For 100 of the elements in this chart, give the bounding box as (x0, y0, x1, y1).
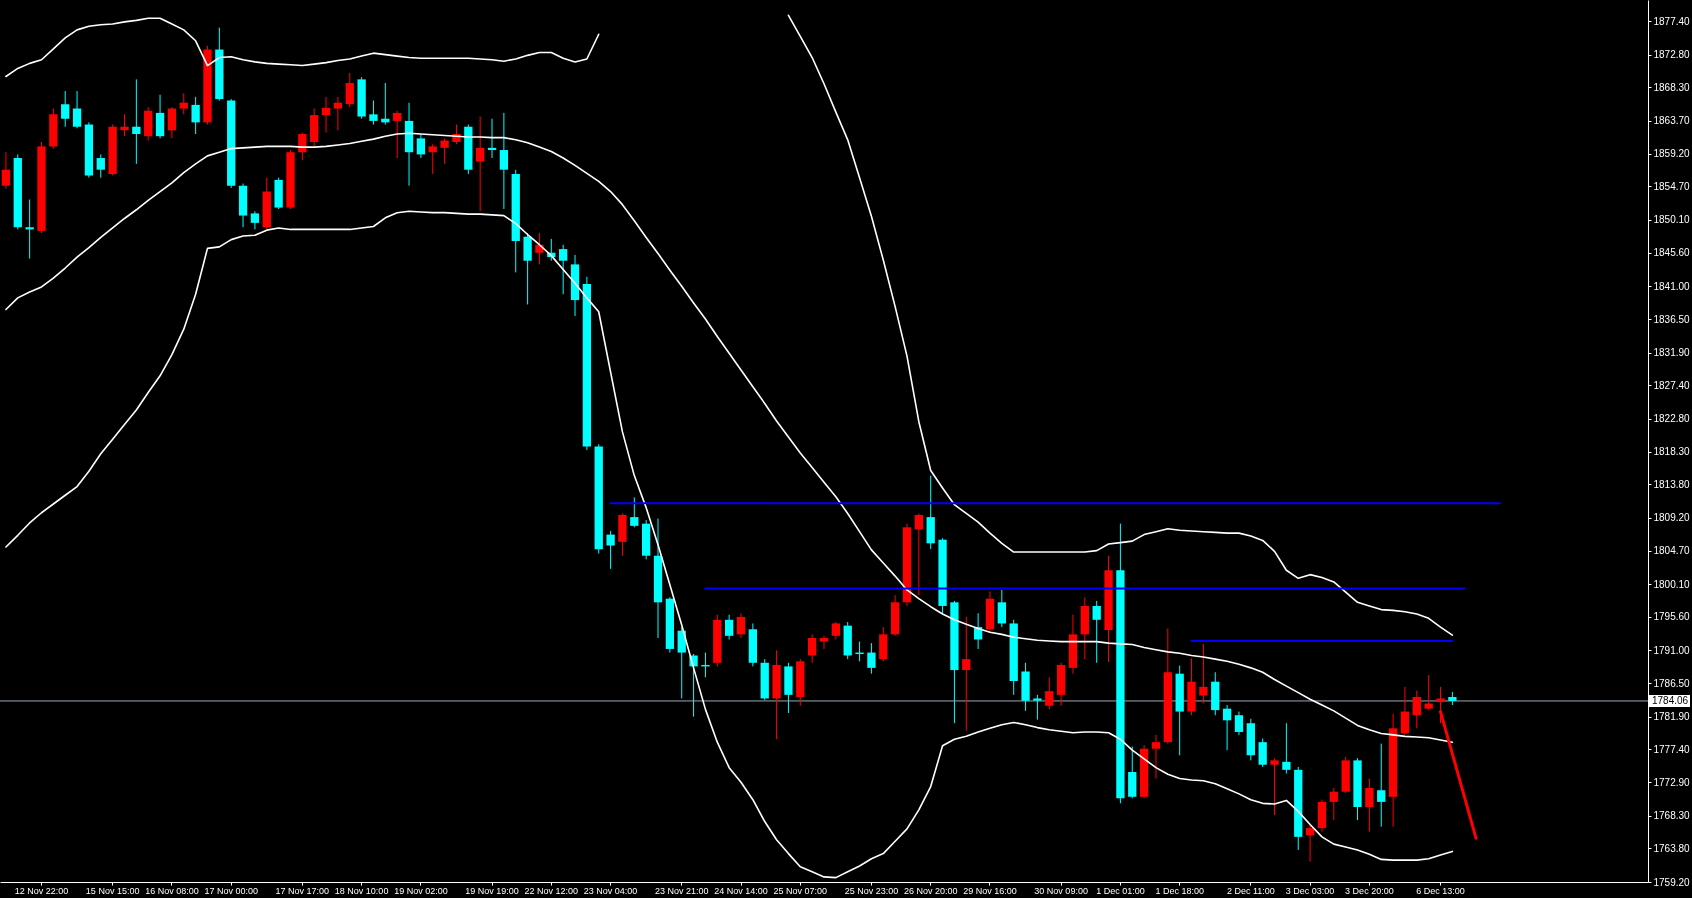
candlestick (1234, 711, 1244, 736)
x-tick-label: 29 Nov 16:00 (963, 885, 1017, 896)
x-tick-label: 24 Nov 14:00 (714, 885, 768, 896)
candlestick (476, 116, 485, 212)
y-tick-label: 1804.70 (1653, 545, 1691, 557)
candlestick (1199, 643, 1208, 705)
candlestick (1424, 674, 1433, 711)
line-series (5, 210, 1454, 879)
x-tick-label: 12 Nov 22:00 (14, 885, 69, 896)
y-tick-label: 1822.80 (1653, 413, 1691, 425)
y-tick-label: 1791.00 (1653, 644, 1691, 656)
candlestick (1, 151, 11, 190)
candlestick (736, 612, 746, 639)
x-tick-label: 19 Nov 02:00 (394, 885, 448, 896)
candlestick (321, 96, 331, 134)
x-tick-label: 22 Nov 12:00 (524, 885, 579, 896)
y-tick-label: 1800.10 (1653, 578, 1691, 590)
candlestick (96, 153, 105, 179)
y-tick-label: 1777.40 (1653, 743, 1691, 755)
y-tick-label: 1813.80 (1653, 478, 1691, 490)
y-tick-label: 1859.20 (1653, 148, 1691, 160)
x-tick-label: 17 Nov 17:00 (275, 885, 330, 896)
y-tick-label: 1809.20 (1653, 512, 1691, 524)
y-tick-label: 1850.10 (1653, 214, 1691, 226)
candlestick (416, 133, 426, 159)
candlestick (1033, 694, 1042, 721)
candlestick (428, 143, 437, 175)
candlestick (807, 633, 817, 664)
candlestick (393, 110, 402, 159)
x-tick-label: 26 Nov 20:00 (903, 885, 958, 896)
y-tick-label: 1841.00 (1653, 280, 1691, 292)
candlestick (1045, 676, 1054, 710)
y-tick-label: 1872.80 (1653, 49, 1691, 61)
y-tick-label: 1854.70 (1653, 180, 1691, 192)
x-tick-label: 1 Dec 18:00 (1155, 885, 1204, 896)
y-tick-label: 1795.60 (1653, 611, 1691, 623)
candlestick (1282, 722, 1291, 774)
y-tick-label: 1868.30 (1653, 81, 1691, 93)
candlestick (914, 512, 923, 596)
candlestick (1400, 686, 1410, 736)
candlestick (120, 113, 129, 137)
x-tick-label: 25 Nov 07:00 (773, 885, 828, 896)
x-tick-label: 6 Dec 13:00 (1416, 885, 1465, 896)
candlestick (1412, 689, 1421, 729)
candlestick (179, 92, 188, 115)
candlestick (333, 96, 343, 131)
y-tick-label: 1781.90 (1653, 711, 1691, 723)
candlestick (962, 616, 971, 732)
candlestick (25, 199, 34, 260)
candlestick (819, 635, 829, 650)
y-tick-label: 1818.30 (1653, 446, 1691, 458)
candlestick (630, 496, 639, 528)
candlestick (72, 90, 82, 129)
candlestick (867, 642, 876, 675)
ref-line-label: 1784.06 (1652, 694, 1689, 706)
x-tick-label: 18 Nov 10:00 (334, 885, 389, 896)
x-tick-label: 16 Nov 08:00 (145, 885, 199, 896)
candlestick (1365, 778, 1374, 833)
candlestick (997, 589, 1006, 628)
candlestick (61, 90, 70, 128)
y-tick-label: 1759.20 (1653, 876, 1691, 888)
y-tick-label: 1763.80 (1653, 843, 1691, 854)
x-tick-label: 3 Dec 03:00 (1285, 885, 1335, 896)
candlestick (1305, 824, 1315, 863)
y-tick-label: 1831.90 (1653, 347, 1691, 359)
candlestick (191, 96, 200, 135)
candlestick (606, 530, 615, 570)
candlestick (725, 614, 734, 640)
y-tick-label: 1836.50 (1653, 313, 1691, 325)
x-tick-label: 23 Nov 04:00 (583, 885, 638, 896)
x-tick-label: 25 Nov 23:00 (844, 885, 899, 896)
candlestick (167, 106, 177, 139)
candlestick (499, 112, 509, 210)
x-tick-label: 15 Nov 15:00 (85, 885, 140, 896)
y-tick-label: 1827.40 (1653, 379, 1691, 391)
x-tick-label: 17 Nov 00:00 (204, 885, 258, 896)
x-tick-label: 3 Dec 20:00 (1345, 885, 1394, 896)
y-tick-label: 1768.30 (1653, 810, 1691, 822)
candlestick (440, 137, 449, 165)
y-tick-label: 1772.90 (1653, 776, 1691, 788)
candlestick (1222, 704, 1232, 751)
x-tick-label: 30 Nov 09:00 (1034, 885, 1088, 896)
x-tick-label: 23 Nov 21:00 (654, 885, 709, 896)
line-series (5, 132, 1454, 743)
candlestick (250, 210, 260, 230)
candlestick (1258, 738, 1267, 768)
candlestick (345, 72, 354, 108)
y-tick-label: 1786.50 (1653, 677, 1691, 689)
x-tick-label: 2 Dec 11:00 (1226, 885, 1275, 896)
candlestick (1092, 600, 1101, 664)
candlestick (1270, 757, 1279, 816)
y-tick-label: 1845.60 (1653, 247, 1691, 259)
candlestick (132, 78, 141, 165)
candlestick (369, 100, 378, 126)
candlestick (1377, 743, 1386, 828)
y-tick-label: 1863.70 (1653, 115, 1691, 127)
x-tick-label: 19 Nov 19:00 (465, 885, 519, 896)
x-tick-label: 1 Dec 01:00 (1096, 885, 1145, 896)
candlestick (559, 244, 568, 295)
candlestick (1329, 787, 1338, 821)
